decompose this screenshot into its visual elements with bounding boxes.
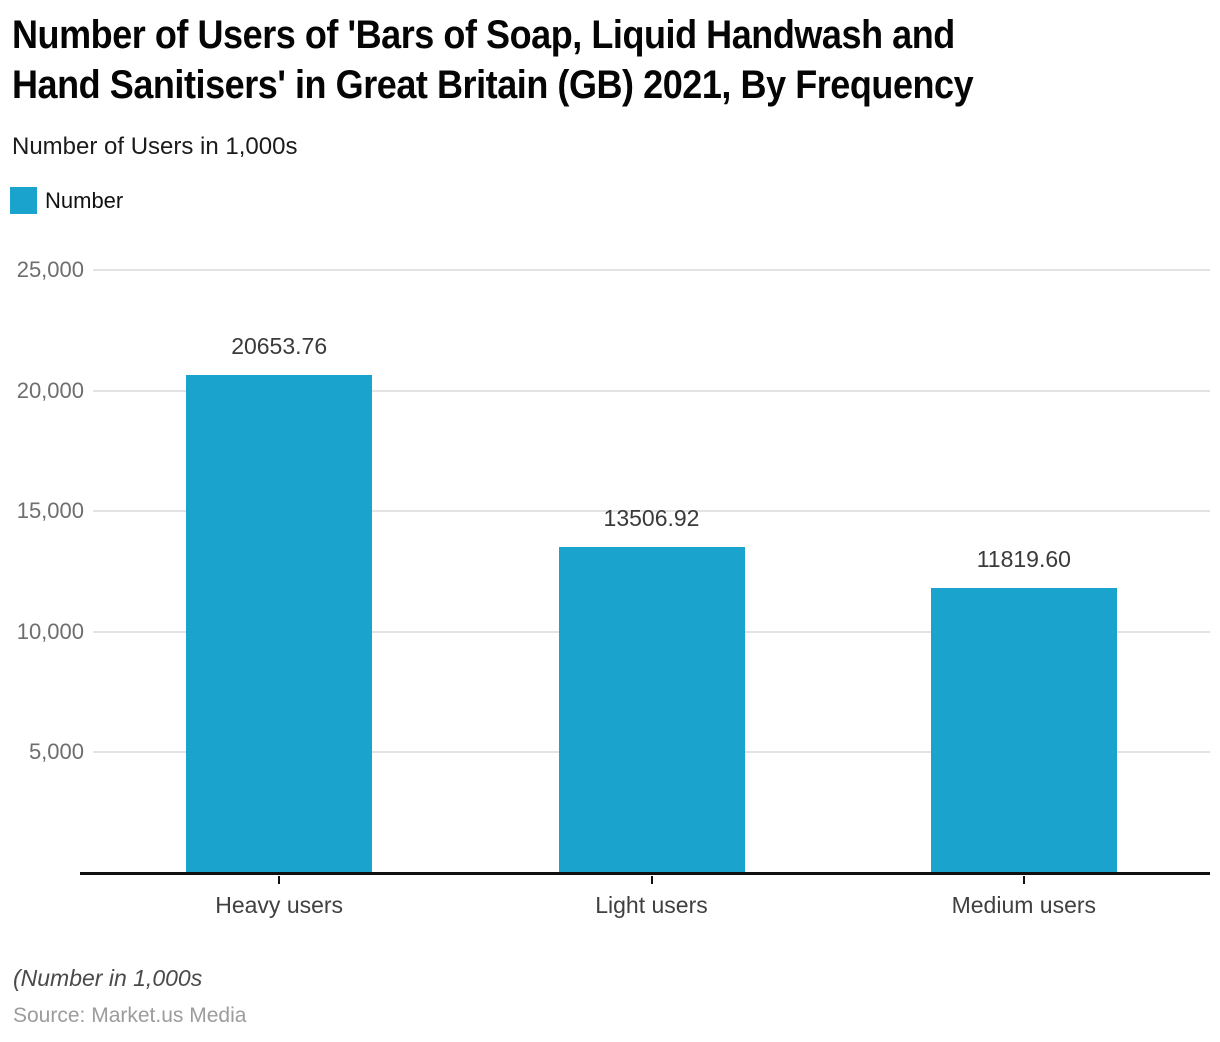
plot-area: 20653.76 Heavy users 13506.92 Light users 11… — [93, 269, 1210, 918]
legend-item-number[interactable]: Number — [10, 187, 123, 214]
y-axis-tick-label: 20,000 — [16, 377, 84, 403]
bar-medium-users[interactable] — [930, 587, 1117, 873]
y-axis-tick-label: 25,000 — [16, 257, 84, 282]
title-line-2: Hand Sanitisers' in Great Britain (GB) 2… — [12, 63, 974, 107]
title-line-1: Number of Users of 'Bars of Soap, Liquid… — [12, 13, 955, 57]
chart-subtitle: Number of Users in 1,000s — [12, 133, 298, 160]
x-axis-label: Heavy users — [215, 892, 344, 918]
y-axis-labels: 5,000 10,000 15,000 20,000 25,000 — [0, 257, 84, 873]
x-axis-label: Light users — [595, 892, 708, 918]
x-axis-line — [80, 872, 1210, 875]
bar-value-label: 11819.60 — [976, 545, 1071, 572]
x-axis-label: Medium users — [951, 892, 1097, 918]
gridline — [93, 269, 1210, 271]
x-axis-tick — [1022, 876, 1025, 884]
bar-value-label: 13506.92 — [603, 505, 700, 532]
bar-light-users[interactable] — [558, 547, 745, 873]
legend-swatch-icon — [10, 187, 37, 214]
x-axis-tick — [650, 876, 653, 884]
legend-label: Number — [45, 187, 124, 213]
bar-heavy-users[interactable] — [186, 374, 373, 873]
bar-value-label: 20653.76 — [231, 332, 328, 359]
y-axis-tick-label: 10,000 — [16, 618, 84, 644]
chart-footnote: (Number in 1,000s — [13, 965, 203, 991]
gridline — [93, 389, 1210, 392]
x-axis-tick — [278, 876, 281, 884]
page-title: Number of Users of 'Bars of Soap, Liquid… — [12, 10, 1212, 110]
y-axis-tick-label: 5,000 — [28, 739, 84, 765]
source-credit: Source: Market.us Media — [13, 1004, 247, 1027]
y-axis-tick-label: 15,000 — [16, 498, 84, 524]
gridline — [93, 510, 1210, 513]
